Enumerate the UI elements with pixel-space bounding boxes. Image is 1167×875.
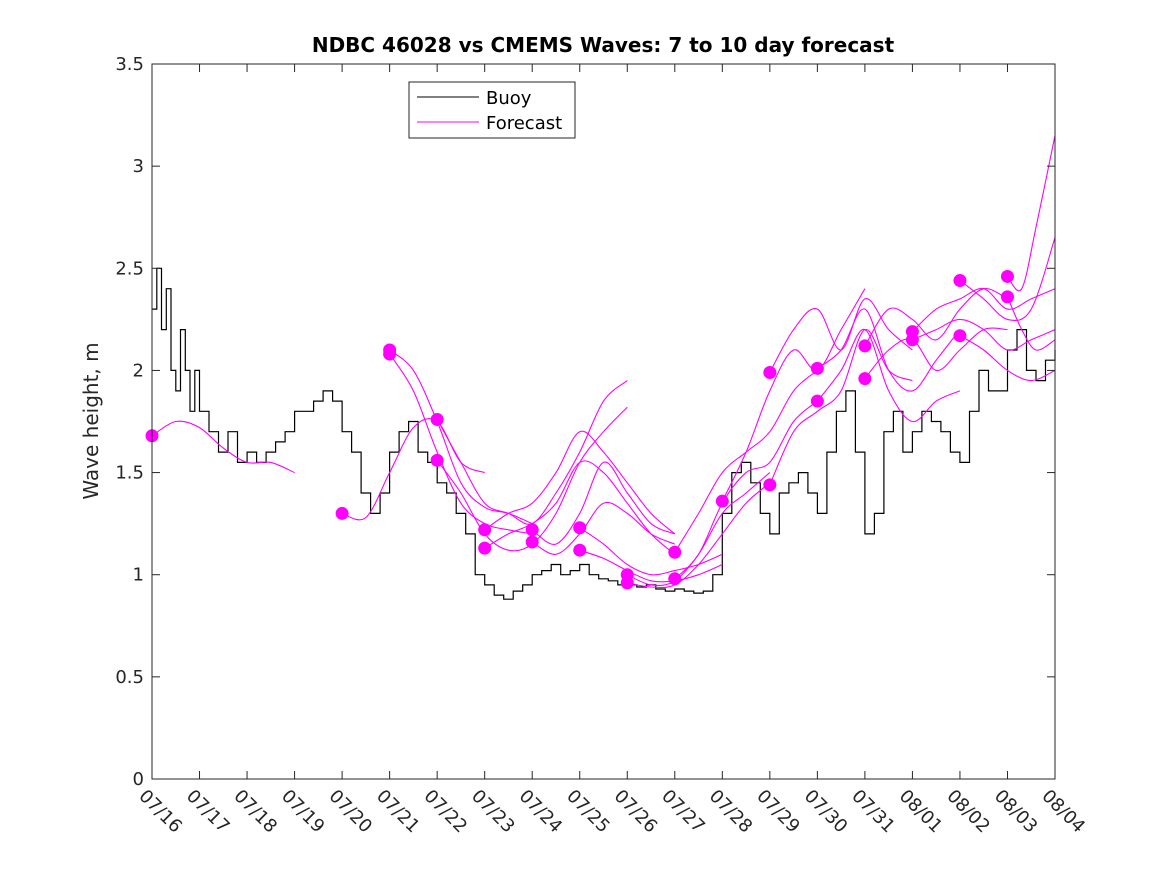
forecast-line <box>721 288 866 502</box>
forecast-start-marker <box>478 523 492 537</box>
x-tick-label: 07/18 <box>230 786 282 838</box>
forecast-start-marker <box>430 453 444 467</box>
forecast-line <box>484 430 676 535</box>
forecast-start-marker <box>763 478 777 492</box>
x-tick-label: 07/25 <box>562 786 614 838</box>
forecast-line <box>816 329 961 423</box>
forecast-line <box>959 335 1056 382</box>
y-tick-label: 0 <box>133 769 144 790</box>
y-axis: 0 0.5 1 1.5 2 2.5 3 3.5 <box>115 54 1055 790</box>
forecast-start-marker <box>715 494 729 508</box>
x-tick-label: 07/26 <box>610 786 662 838</box>
forecast-line <box>959 237 1056 322</box>
x-tick-label: 07/20 <box>325 786 377 838</box>
x-tick-label: 07/24 <box>515 786 567 838</box>
x-tick-label: 07/30 <box>800 786 852 838</box>
forecast-line <box>1006 296 1056 351</box>
y-tick-label: 1.5 <box>115 463 144 484</box>
legend-label-buoy: Buoy <box>486 88 532 109</box>
forecast-start-marker <box>525 535 539 549</box>
forecast-line <box>531 461 676 545</box>
legend: Buoy Forecast <box>408 81 576 139</box>
x-tick-label: 08/04 <box>1037 786 1089 838</box>
forecast-line <box>1007 135 1056 292</box>
forecast-start-marker <box>525 523 539 537</box>
y-tick-label: 1 <box>133 565 144 586</box>
x-tick-label: 07/22 <box>420 786 472 838</box>
y-tick-label: 0.5 <box>115 667 144 688</box>
forecast-line <box>912 287 1056 333</box>
legend-label-forecast: Forecast <box>486 113 562 134</box>
forecast-start-marker <box>335 506 349 520</box>
forecast-start-marker <box>953 274 967 288</box>
forecast-start-marker <box>668 545 682 559</box>
x-tick-label: 07/17 <box>182 786 234 838</box>
x-tick-label: 08/03 <box>990 786 1042 838</box>
forecast-start-marker <box>905 333 919 347</box>
forecast-line <box>389 353 533 535</box>
forecast-line <box>674 400 818 580</box>
y-tick-label: 3.5 <box>115 54 144 75</box>
chart-title: NDBC 46028 vs CMEMS Waves: 7 to 10 day f… <box>312 33 895 57</box>
y-tick-label: 3 <box>133 156 144 177</box>
x-tick-label: 07/27 <box>657 786 709 838</box>
forecast-start-marker <box>573 543 587 557</box>
forecast-start-marker <box>858 339 872 353</box>
x-tick-label: 07/29 <box>752 786 804 838</box>
x-tick-label: 07/16 <box>134 786 186 838</box>
forecast-start-marker <box>953 329 967 343</box>
forecast-line <box>817 308 961 392</box>
forecast-start-marker <box>1000 290 1014 304</box>
legend-box <box>408 81 576 139</box>
x-tick-label: 08/02 <box>942 786 994 838</box>
forecast-start-marker <box>763 365 777 379</box>
forecast-line <box>531 501 676 555</box>
forecast-start-marker <box>668 572 682 586</box>
forecast-line <box>151 420 295 474</box>
x-tick-label: 08/01 <box>895 786 947 838</box>
y-tick-label: 2 <box>133 360 144 381</box>
forecast-markers <box>145 269 1014 590</box>
forecast-start-marker <box>383 347 397 361</box>
forecast-start-marker <box>478 541 492 555</box>
x-tick-label: 07/28 <box>705 786 757 838</box>
forecast-line <box>912 318 1056 351</box>
x-tick-label: 07/19 <box>277 786 329 838</box>
forecast-start-marker <box>573 521 587 535</box>
y-axis-label: Wave height, m <box>79 342 103 499</box>
forecast-start-marker <box>1000 269 1014 283</box>
forecast-series <box>151 135 1056 589</box>
x-tick-label: 07/31 <box>847 786 899 838</box>
forecast-line <box>484 460 676 555</box>
forecast-start-marker <box>810 361 824 375</box>
x-tick-label: 07/21 <box>372 786 424 838</box>
forecast-start-marker <box>810 394 824 408</box>
y-tick-label: 2.5 <box>115 258 144 279</box>
plot-frame <box>151 63 1056 780</box>
forecast-line <box>579 549 723 583</box>
forecast-line <box>627 482 771 589</box>
forecast-start-marker <box>858 372 872 386</box>
x-tick-label: 07/23 <box>467 786 519 838</box>
forecast-start-marker <box>620 576 634 590</box>
plot-area <box>152 64 1055 779</box>
forecast-start-marker <box>430 412 444 426</box>
